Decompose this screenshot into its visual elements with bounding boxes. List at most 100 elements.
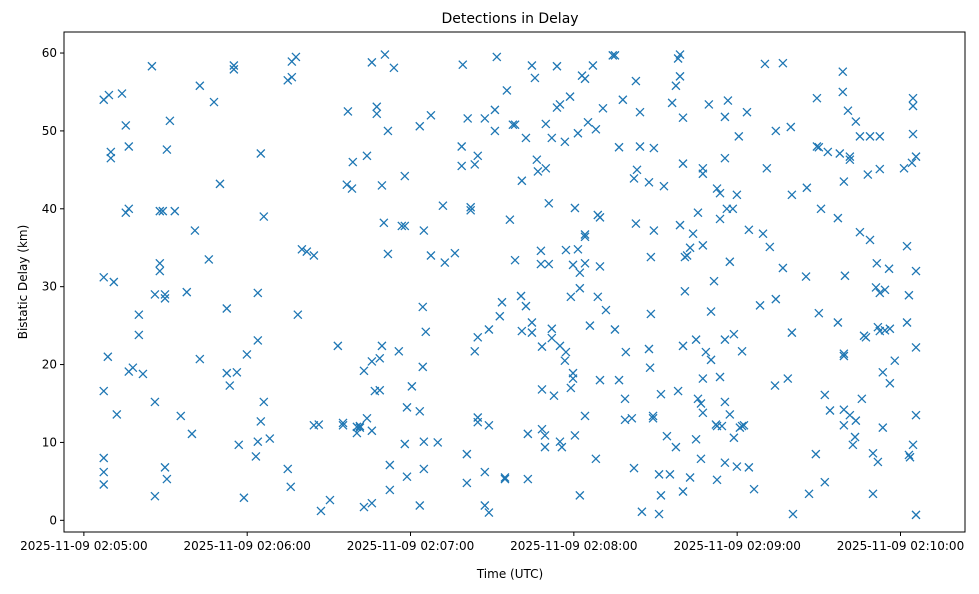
data-point: [593, 292, 603, 302]
data-point: [845, 155, 855, 165]
data-point: [536, 259, 546, 269]
data-point: [698, 408, 708, 418]
data-point: [787, 190, 797, 200]
y-axis-label: Bistatic Delay (km): [16, 225, 30, 340]
data-point: [540, 430, 550, 440]
data-point: [820, 390, 830, 400]
data-point: [170, 206, 180, 216]
data-point: [523, 474, 533, 484]
data-point: [418, 302, 428, 312]
data-point: [762, 163, 772, 173]
data-point: [685, 243, 695, 253]
data-point: [128, 363, 138, 373]
data-point: [251, 451, 261, 461]
data-point: [415, 121, 425, 131]
data-point: [394, 346, 404, 356]
data-point: [632, 165, 642, 175]
data-point: [256, 149, 266, 158]
data-point: [500, 474, 510, 484]
data-point: [875, 131, 885, 141]
data-point: [878, 423, 888, 433]
data-point: [801, 272, 811, 282]
data-point: [463, 113, 473, 123]
data-point: [400, 221, 410, 231]
data-point: [675, 50, 685, 60]
data-point: [570, 430, 580, 440]
data-point: [720, 397, 730, 407]
data-point: [316, 506, 326, 516]
data-point: [333, 341, 343, 351]
data-point: [537, 385, 547, 394]
data-point: [215, 179, 225, 189]
data-point: [814, 142, 824, 152]
data-point: [788, 509, 798, 519]
data-point: [778, 58, 788, 68]
data-point: [367, 57, 377, 67]
data-point: [675, 71, 685, 81]
data-point: [557, 442, 567, 452]
y-tick-label: 40: [42, 202, 57, 216]
data-point: [440, 258, 450, 267]
data-point: [720, 458, 730, 468]
data-point: [287, 72, 297, 82]
data-point: [225, 381, 235, 391]
data-point: [348, 157, 358, 167]
data-point: [698, 240, 708, 250]
data-point: [635, 107, 645, 117]
data-point: [760, 59, 770, 69]
data-point: [566, 292, 576, 302]
data-point: [367, 356, 377, 366]
data-point: [473, 417, 483, 427]
x-tick-label: 2025-11-09 02:08:00: [510, 539, 637, 553]
data-point: [473, 332, 483, 342]
data-point: [112, 409, 122, 419]
data-point: [547, 324, 557, 334]
data-point: [595, 212, 605, 222]
data-point: [155, 266, 165, 276]
data-point: [850, 432, 860, 442]
data-point: [816, 204, 826, 214]
data-point: [484, 420, 494, 430]
data-point: [884, 264, 894, 274]
data-point: [671, 442, 681, 452]
data-point: [838, 67, 848, 77]
data-point: [400, 171, 410, 181]
data-point: [861, 332, 871, 342]
data-point: [720, 335, 730, 345]
data-point: [744, 225, 754, 235]
data-point: [517, 326, 527, 336]
data-point: [629, 463, 639, 473]
data-point: [737, 421, 747, 431]
data-point: [99, 272, 109, 282]
y-axis-ticks: 0 10 20 30 40 50 60: [42, 46, 64, 527]
data-point: [812, 142, 822, 151]
data-point: [644, 344, 654, 354]
data-point: [680, 286, 690, 296]
data-point: [771, 126, 781, 136]
data-point: [187, 429, 197, 439]
x-tick-label: 2025-11-09 02:06:00: [183, 539, 310, 553]
data-point: [397, 221, 407, 231]
data-point: [875, 164, 885, 174]
data-point: [555, 99, 565, 109]
data-point: [865, 131, 875, 141]
data-point: [885, 324, 895, 334]
x-tick-label: 2025-11-09 02:05:00: [20, 539, 147, 553]
data-point: [480, 467, 490, 477]
data-point: [855, 227, 865, 237]
data-point: [470, 346, 480, 356]
data-point: [195, 354, 205, 364]
data-point: [595, 261, 605, 271]
data-point: [283, 464, 293, 474]
data-point: [484, 508, 494, 517]
y-tick-label: 50: [42, 124, 57, 138]
data-point: [389, 63, 399, 73]
data-point: [706, 355, 716, 365]
data-point: [618, 95, 628, 105]
data-point: [568, 374, 578, 384]
data-point: [575, 268, 585, 278]
data-point: [902, 318, 912, 327]
data-point: [585, 321, 595, 331]
data-point: [706, 307, 716, 317]
data-point: [162, 474, 172, 484]
